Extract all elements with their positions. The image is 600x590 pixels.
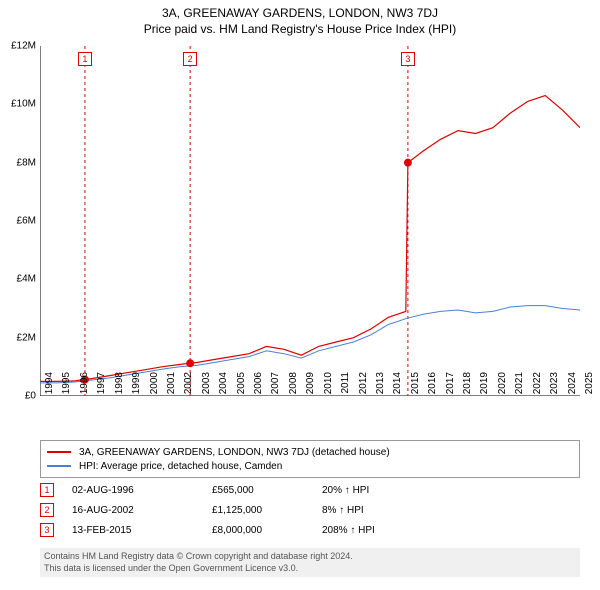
sale-event-delta: 8% ↑ HPI [322,505,442,516]
x-tick-label: 2011 [340,372,351,402]
x-tick-label: 2005 [236,372,247,402]
legend-swatch [47,451,71,453]
x-tick-label: 2007 [270,372,281,402]
x-tick-label: 2021 [514,372,525,402]
chart-svg [40,46,580,396]
legend-item: HPI: Average price, detached house, Camd… [47,459,573,473]
chart-title: 3A, GREENAWAY GARDENS, LONDON, NW3 7DJ [0,0,600,20]
chart-plot-area: £0£2M£4M£6M£8M£10M£12M 19941995199619971… [40,46,580,396]
x-tick-label: 2006 [253,372,264,402]
x-tick-label: 2008 [288,372,299,402]
legend-label: 3A, GREENAWAY GARDENS, LONDON, NW3 7DJ (… [79,447,390,458]
x-tick-label: 2018 [462,372,473,402]
sale-event-num: 2 [40,503,54,517]
x-tick-label: 1994 [44,372,55,402]
x-tick-label: 2013 [375,372,386,402]
x-tick-label: 2024 [567,372,578,402]
sale-event-delta: 20% ↑ HPI [322,485,442,496]
footer-attribution: Contains HM Land Registry data © Crown c… [40,548,580,577]
sale-event-date: 13-FEB-2015 [72,525,212,536]
x-tick-label: 2012 [358,372,369,402]
x-tick-label: 2025 [584,372,595,402]
x-tick-label: 2001 [166,372,177,402]
x-tick-label: 2000 [149,372,160,402]
footer-line-2: This data is licensed under the Open Gov… [44,563,576,575]
y-tick-label: £12M [11,41,36,52]
legend-item: 3A, GREENAWAY GARDENS, LONDON, NW3 7DJ (… [47,445,573,459]
x-tick-label: 2016 [427,372,438,402]
x-tick-label: 2022 [532,372,543,402]
x-tick-label: 2023 [549,372,560,402]
sale-event-price: £8,000,000 [212,525,322,536]
y-tick-label: £2M [17,332,36,343]
y-tick-label: £6M [17,216,36,227]
x-tick-label: 1998 [114,372,125,402]
sale-event-row: 1 02-AUG-1996£565,00020% ↑ HPI [40,480,580,500]
sale-event-num: 1 [40,483,54,497]
x-tick-label: 2010 [323,372,334,402]
y-tick-label: £4M [17,274,36,285]
sale-event-num: 3 [40,523,54,537]
x-tick-label: 2003 [201,372,212,402]
sale-events-table: 1 02-AUG-1996£565,00020% ↑ HPI 2 16-AUG-200… [40,480,580,540]
x-tick-label: 1999 [131,372,142,402]
x-tick-label: 2004 [218,372,229,402]
sale-event-price: £1,125,000 [212,505,322,516]
x-tick-label: 2015 [410,372,421,402]
footer-line-1: Contains HM Land Registry data © Crown c… [44,551,576,563]
sale-event-row: 2 16-AUG-2002£1,125,0008% ↑ HPI [40,500,580,520]
sale-event-delta: 208% ↑ HPI [322,525,442,536]
sale-marker-3: 3 [401,52,415,66]
x-tick-label: 1996 [79,372,90,402]
x-tick-label: 2014 [392,372,403,402]
legend: 3A, GREENAWAY GARDENS, LONDON, NW3 7DJ (… [40,440,580,478]
legend-swatch [47,465,71,467]
x-tick-label: 2020 [497,372,508,402]
sale-marker-1: 1 [78,52,92,66]
sale-event-date: 02-AUG-1996 [72,485,212,496]
chart-subtitle: Price paid vs. HM Land Registry's House … [0,20,600,40]
x-tick-label: 2019 [479,372,490,402]
x-tick-label: 2017 [445,372,456,402]
chart-container: 3A, GREENAWAY GARDENS, LONDON, NW3 7DJ P… [0,0,600,590]
y-tick-label: £0 [25,391,36,402]
y-tick-label: £10M [11,99,36,110]
sale-event-price: £565,000 [212,485,322,496]
x-tick-label: 1997 [96,372,107,402]
x-tick-label: 2009 [305,372,316,402]
y-tick-label: £8M [17,157,36,168]
x-tick-label: 1995 [61,372,72,402]
sale-event-date: 16-AUG-2002 [72,505,212,516]
x-tick-label: 2002 [183,372,194,402]
sale-marker-2: 2 [183,52,197,66]
legend-label: HPI: Average price, detached house, Camd… [79,461,282,472]
sale-event-row: 3 13-FEB-2015£8,000,000208% ↑ HPI [40,520,580,540]
